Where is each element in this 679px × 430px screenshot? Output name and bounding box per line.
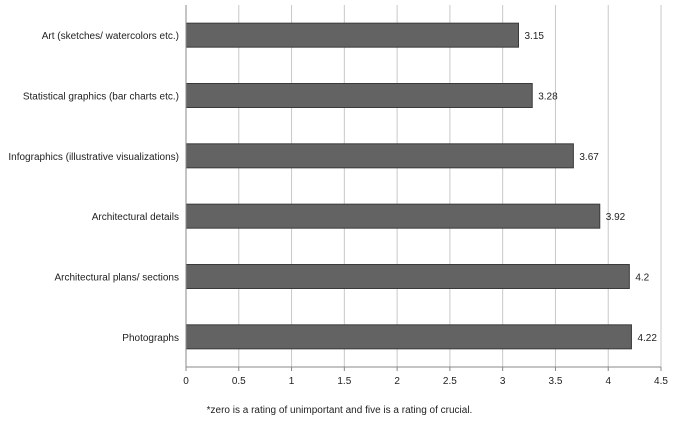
bar <box>185 203 601 229</box>
bar <box>185 324 632 350</box>
x-tick-label: 0 <box>183 376 189 387</box>
category-label: Architectural details <box>92 212 179 223</box>
footnote: *zero is a rating of unimportant and fiv… <box>206 405 473 416</box>
category-label: Architectural plans/ sections <box>54 273 179 284</box>
category-label: Infographics (illustrative visualization… <box>8 152 179 163</box>
value-labels: 3.15 3.28 3.67 3.92 4.2 4.22 <box>525 31 658 344</box>
x-axis <box>185 5 661 368</box>
category-labels: Art (sketches/ watercolors etc.) Statisti… <box>8 31 179 344</box>
value-label: 3.67 <box>579 152 599 163</box>
category-label: Statistical graphics (bar charts etc.) <box>23 92 179 103</box>
x-tick-label: 2.5 <box>443 376 457 387</box>
x-tick-label: 2 <box>394 376 400 387</box>
bars <box>185 22 632 350</box>
x-tick-label: 1.5 <box>337 376 351 387</box>
category-label: Art (sketches/ watercolors etc.) <box>42 31 179 42</box>
bar <box>185 83 533 108</box>
bar <box>185 22 519 48</box>
x-tick-label: 3 <box>500 376 506 387</box>
x-tick-label: 4.5 <box>654 376 668 387</box>
category-label: Photographs <box>122 333 179 344</box>
x-tick-label: 0.5 <box>232 376 246 387</box>
value-label: 4.2 <box>635 273 649 284</box>
x-tick-labels: 0 0.5 1 1.5 2 2.5 3 3.5 4 4.5 <box>183 376 668 387</box>
bar <box>185 264 630 289</box>
value-label: 3.28 <box>538 92 558 103</box>
value-label: 3.92 <box>606 212 626 223</box>
x-tick-label: 1 <box>289 376 295 387</box>
x-tick-label: 4 <box>605 376 611 387</box>
x-tick-label: 3.5 <box>548 376 562 387</box>
bar <box>185 143 574 169</box>
value-label: 3.15 <box>525 31 545 42</box>
gridlines <box>185 5 662 371</box>
value-label: 4.22 <box>637 333 657 344</box>
